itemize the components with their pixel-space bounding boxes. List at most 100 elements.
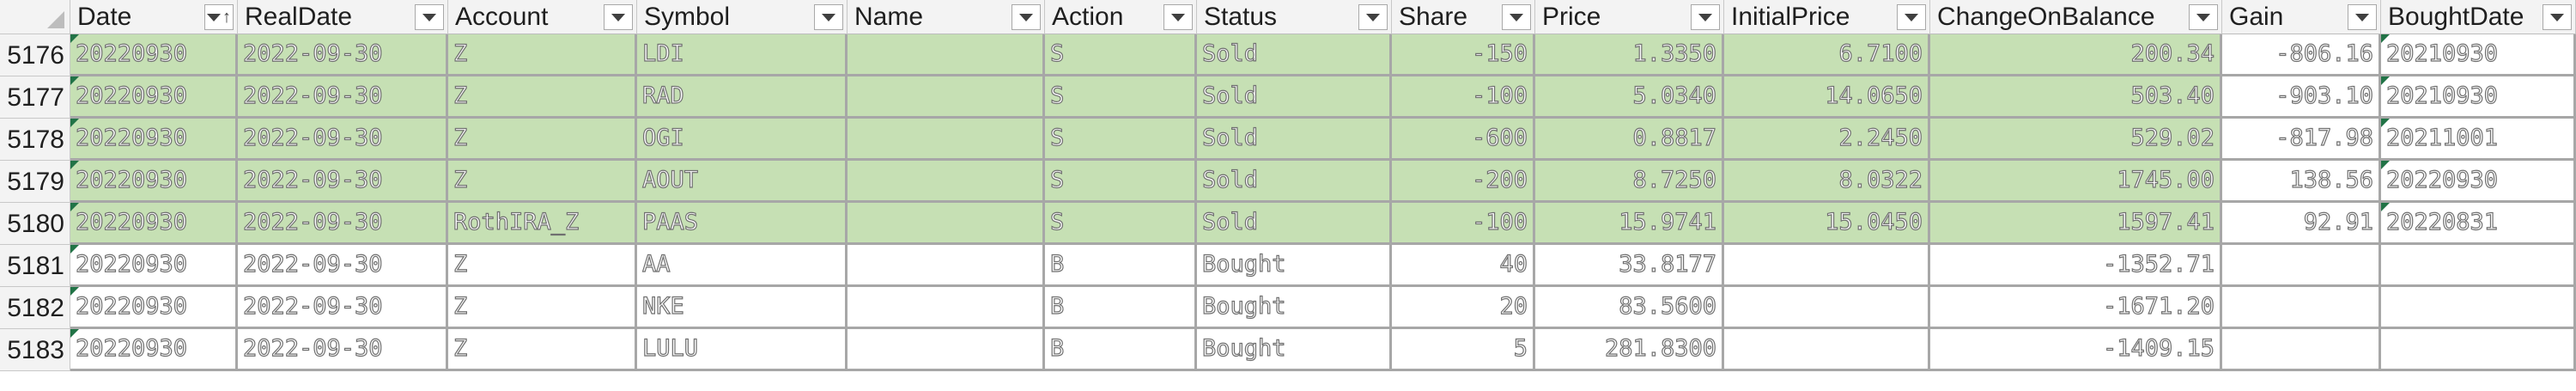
cell-changeonbalance[interactable]: 1745.00 xyxy=(1930,161,2222,203)
cell-status[interactable]: Sold xyxy=(1197,76,1392,119)
cell-price[interactable]: 15.9741 xyxy=(1535,203,1724,245)
cell-realdate[interactable]: 2022-09-30 xyxy=(238,161,448,203)
column-header-account[interactable]: Account xyxy=(448,0,637,34)
cell-share[interactable]: 40 xyxy=(1392,245,1535,287)
cell-changeonbalance[interactable]: 1597.41 xyxy=(1930,203,2222,245)
cell-price[interactable]: 33.8177 xyxy=(1535,245,1724,287)
filter-button-gain[interactable] xyxy=(2348,4,2377,30)
cell-account[interactable]: Z xyxy=(448,329,637,371)
cell-realdate[interactable]: 2022-09-30 xyxy=(238,287,448,329)
cell-account[interactable]: Z xyxy=(448,245,637,287)
cell-account[interactable]: Z xyxy=(448,119,637,161)
column-header-status[interactable]: Status xyxy=(1197,0,1392,34)
cell-share[interactable]: 20 xyxy=(1392,287,1535,329)
cell-symbol[interactable]: RAD xyxy=(637,76,848,119)
filter-button-boughtdate[interactable] xyxy=(2543,4,2572,30)
filter-button-share[interactable] xyxy=(1502,4,1531,30)
cell-price[interactable]: 281.8300 xyxy=(1535,329,1724,371)
cell-gain[interactable] xyxy=(2222,245,2381,287)
filter-button-realdate[interactable] xyxy=(415,4,444,30)
column-header-symbol[interactable]: Symbol xyxy=(637,0,848,34)
cell-share[interactable]: -200 xyxy=(1392,161,1535,203)
cell-initialprice[interactable]: 14.0650 xyxy=(1724,76,1930,119)
filter-button-changeonbalance[interactable] xyxy=(2189,4,2218,30)
cell-realdate[interactable]: 2022-09-30 xyxy=(238,329,448,371)
column-header-date[interactable]: Date ↑ xyxy=(70,0,238,34)
row-number[interactable]: 5181 xyxy=(0,245,70,287)
cell-symbol[interactable]: AOUT xyxy=(637,161,848,203)
row-number[interactable]: 5177 xyxy=(0,76,70,119)
row-number[interactable]: 5182 xyxy=(0,287,70,329)
cell-status[interactable]: Sold xyxy=(1197,161,1392,203)
column-header-share[interactable]: Share xyxy=(1392,0,1535,34)
row-number[interactable]: 5176 xyxy=(0,34,70,76)
cell-name[interactable] xyxy=(848,76,1045,119)
cell-account[interactable]: Z xyxy=(448,34,637,76)
cell-account[interactable]: Z xyxy=(448,287,637,329)
cell-initialprice[interactable] xyxy=(1724,245,1930,287)
cell-realdate[interactable]: 2022-09-30 xyxy=(238,34,448,76)
cell-changeonbalance[interactable]: 503.40 xyxy=(1930,76,2222,119)
cell-realdate[interactable]: 2022-09-30 xyxy=(238,119,448,161)
cell-date[interactable]: 20220930 xyxy=(70,245,238,287)
filter-button-date[interactable]: ↑ xyxy=(204,4,234,30)
cell-boughtdate[interactable] xyxy=(2381,287,2576,329)
cell-action[interactable]: S xyxy=(1045,161,1197,203)
cell-initialprice[interactable] xyxy=(1724,287,1930,329)
cell-gain[interactable]: 138.56 xyxy=(2222,161,2381,203)
column-header-changeonbalance[interactable]: ChangeOnBalance xyxy=(1930,0,2222,34)
cell-action[interactable]: S xyxy=(1045,76,1197,119)
cell-name[interactable] xyxy=(848,203,1045,245)
cell-gain[interactable] xyxy=(2222,329,2381,371)
column-header-action[interactable]: Action xyxy=(1045,0,1197,34)
cell-date[interactable]: 20220930 xyxy=(70,287,238,329)
column-header-price[interactable]: Price xyxy=(1535,0,1724,34)
cell-account[interactable]: RothIRA_Z xyxy=(448,203,637,245)
cell-share[interactable]: 5 xyxy=(1392,329,1535,371)
cell-boughtdate[interactable]: 20210930 xyxy=(2381,34,2576,76)
cell-action[interactable]: B xyxy=(1045,329,1197,371)
cell-changeonbalance[interactable]: -1352.71 xyxy=(1930,245,2222,287)
cell-symbol[interactable]: LDI xyxy=(637,34,848,76)
cell-boughtdate[interactable]: 20220930 xyxy=(2381,161,2576,203)
cell-initialprice[interactable]: 15.0450 xyxy=(1724,203,1930,245)
filter-button-initialprice[interactable] xyxy=(1897,4,1926,30)
column-header-name[interactable]: Name xyxy=(848,0,1045,34)
cell-changeonbalance[interactable]: 529.02 xyxy=(1930,119,2222,161)
cell-name[interactable] xyxy=(848,119,1045,161)
cell-share[interactable]: -600 xyxy=(1392,119,1535,161)
cell-gain[interactable]: 92.91 xyxy=(2222,203,2381,245)
row-number[interactable]: 5180 xyxy=(0,203,70,245)
cell-boughtdate[interactable]: 20220831 xyxy=(2381,203,2576,245)
column-header-initialprice[interactable]: InitialPrice xyxy=(1724,0,1930,34)
filter-button-price[interactable] xyxy=(1691,4,1720,30)
cell-gain[interactable]: -903.10 xyxy=(2222,76,2381,119)
cell-status[interactable]: Sold xyxy=(1197,203,1392,245)
filter-button-status[interactable] xyxy=(1358,4,1388,30)
cell-action[interactable]: S xyxy=(1045,119,1197,161)
cell-boughtdate[interactable]: 20211001 xyxy=(2381,119,2576,161)
cell-date[interactable]: 20220930 xyxy=(70,119,238,161)
cell-share[interactable]: -100 xyxy=(1392,203,1535,245)
cell-status[interactable]: Sold xyxy=(1197,34,1392,76)
cell-date[interactable]: 20220930 xyxy=(70,76,238,119)
cell-name[interactable] xyxy=(848,245,1045,287)
cell-symbol[interactable]: NKE xyxy=(637,287,848,329)
cell-realdate[interactable]: 2022-09-30 xyxy=(238,245,448,287)
column-header-boughtdate[interactable]: BoughtDate xyxy=(2381,0,2576,34)
cell-realdate[interactable]: 2022-09-30 xyxy=(238,203,448,245)
cell-name[interactable] xyxy=(848,34,1045,76)
cell-status[interactable]: Sold xyxy=(1197,119,1392,161)
cell-symbol[interactable]: PAAS xyxy=(637,203,848,245)
cell-initialprice[interactable] xyxy=(1724,329,1930,371)
cell-boughtdate[interactable]: 20210930 xyxy=(2381,76,2576,119)
cell-symbol[interactable]: OGI xyxy=(637,119,848,161)
filter-button-account[interactable] xyxy=(604,4,633,30)
cell-price[interactable]: 1.3350 xyxy=(1535,34,1724,76)
cell-initialprice[interactable]: 8.0322 xyxy=(1724,161,1930,203)
cell-status[interactable]: Bought xyxy=(1197,245,1392,287)
cell-price[interactable]: 83.5600 xyxy=(1535,287,1724,329)
cell-price[interactable]: 5.0340 xyxy=(1535,76,1724,119)
cell-realdate[interactable]: 2022-09-30 xyxy=(238,76,448,119)
row-number[interactable]: 5179 xyxy=(0,161,70,203)
